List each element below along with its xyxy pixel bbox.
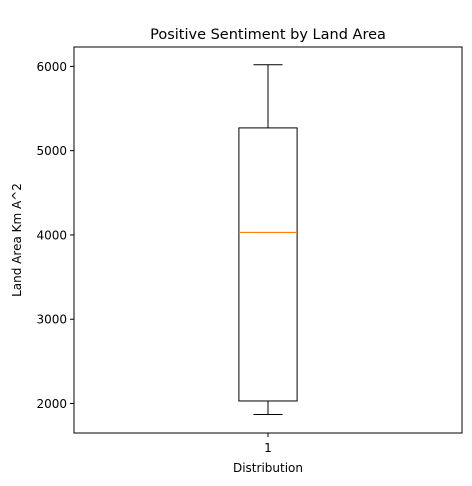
- y-tick-label: 2000: [36, 397, 67, 411]
- box-iqr: [238, 127, 298, 402]
- y-tick-label: 3000: [36, 313, 67, 327]
- chart-title: Positive Sentiment by Land Area: [150, 27, 386, 43]
- box-1: [238, 64, 298, 415]
- box-series: [238, 64, 298, 415]
- y-axis: 2000 3000 4000 5000 6000: [36, 60, 74, 411]
- x-axis-label: Distribution: [233, 461, 303, 475]
- y-axis-label: Land Area Km A^2: [10, 183, 24, 297]
- y-tick-label: 5000: [36, 144, 67, 158]
- x-tick-label: 1: [264, 441, 272, 455]
- x-axis: 1: [264, 433, 272, 455]
- y-tick-label: 4000: [36, 228, 67, 242]
- y-tick-label: 6000: [36, 60, 67, 74]
